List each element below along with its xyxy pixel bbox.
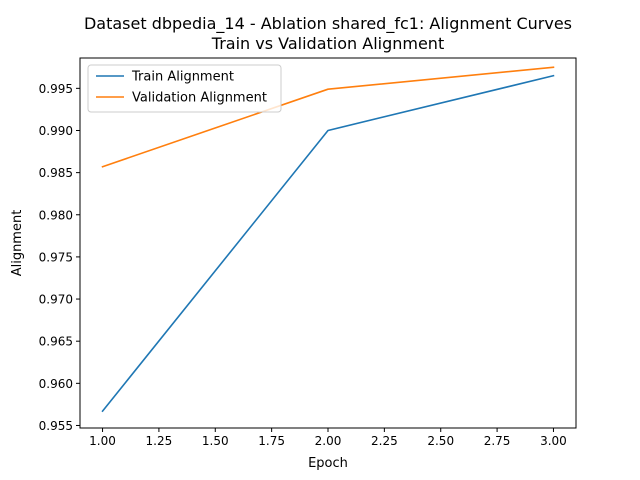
x-tick-label: 3.00: [540, 434, 567, 448]
y-tick-label: 0.960: [39, 377, 73, 391]
legend-label: Validation Alignment: [132, 91, 267, 106]
x-tick-label: 1.50: [202, 434, 229, 448]
series-line-validation: [101, 66, 555, 168]
x-tick-label: 1.00: [89, 434, 116, 448]
x-tick-label: 2.25: [371, 434, 398, 448]
y-tick-label: 0.965: [39, 335, 73, 349]
y-tick-label: 0.970: [39, 293, 73, 307]
x-tick-label: 1.75: [258, 434, 285, 448]
x-tick-label: 1.25: [146, 434, 173, 448]
y-tick-label: 0.995: [39, 82, 73, 96]
chart-subtitle: Train vs Validation Alignment: [211, 34, 444, 53]
y-tick-label: 0.975: [39, 250, 73, 264]
y-tick-label: 0.980: [39, 208, 73, 222]
x-axis-label: Epoch: [308, 456, 348, 471]
y-axis-label: Alignment: [10, 210, 25, 277]
series-line-train: [101, 74, 555, 413]
legend: Train Alignment Validation Alignment: [87, 64, 282, 113]
axes-frame: [79, 57, 577, 429]
chart-title: Dataset dbpedia_14 - Ablation shared_fc1…: [84, 14, 572, 34]
y-tick-label: 0.985: [39, 166, 73, 180]
x-tick-label: 2.75: [484, 434, 511, 448]
y-tick-label: 0.990: [39, 124, 73, 138]
y-tick-label: 0.955: [39, 419, 73, 433]
legend-box: [87, 64, 282, 113]
x-tick-label: 2.50: [427, 434, 454, 448]
plot-area: [101, 66, 555, 413]
legend-label: Train Alignment: [131, 70, 234, 85]
x-tick-label: 2.00: [315, 434, 342, 448]
